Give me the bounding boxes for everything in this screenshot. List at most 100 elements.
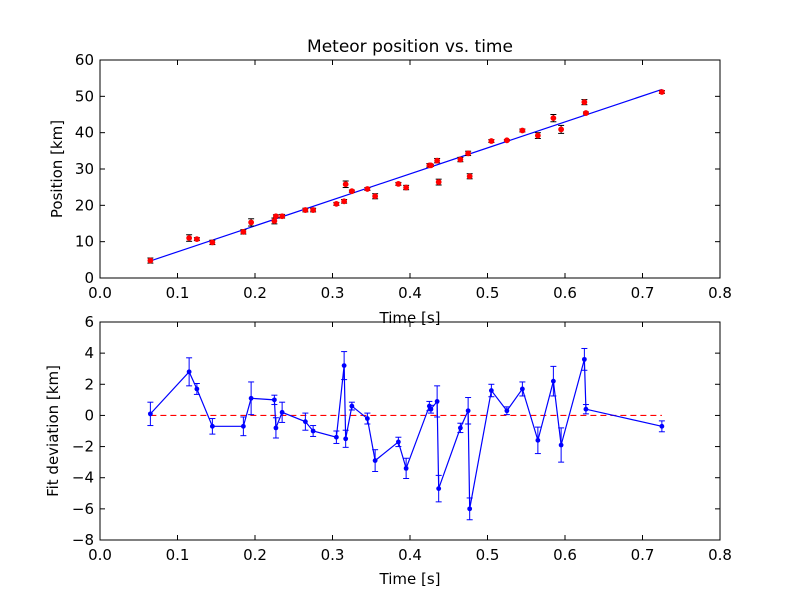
position-data-point bbox=[457, 156, 464, 163]
position-x-tick-label: 0.1 bbox=[166, 284, 190, 302]
position-data-point bbox=[428, 162, 434, 169]
deviation-x-tick-label: 0.4 bbox=[398, 546, 422, 564]
deviation-data-point bbox=[436, 486, 442, 492]
deviation-y-tick-label: −2 bbox=[72, 438, 94, 456]
deviation-x-tick-label: 0.7 bbox=[631, 546, 655, 564]
position-data-point bbox=[550, 115, 557, 122]
deviation-data-point bbox=[310, 428, 316, 434]
deviation-data-point bbox=[581, 356, 587, 362]
position-y-tick-label: 50 bbox=[75, 87, 94, 105]
position-data-point bbox=[503, 137, 510, 144]
position-data-point bbox=[302, 207, 309, 213]
deviation-data-point bbox=[457, 425, 463, 431]
position-y-axis-label: Position [km] bbox=[48, 120, 66, 218]
position-chart-title: Meteor position vs. time bbox=[307, 37, 513, 57]
position-y-tick-label: 10 bbox=[75, 233, 94, 251]
position-data-point bbox=[193, 236, 200, 243]
deviation-data-point bbox=[403, 465, 409, 471]
position-y-ticks: 0 10 20 30 40 50 60 bbox=[75, 51, 720, 287]
position-data-point bbox=[403, 184, 410, 191]
position-data-point bbox=[364, 186, 371, 192]
position-data-point bbox=[240, 228, 247, 235]
deviation-data-point bbox=[550, 378, 556, 384]
deviation-data-point bbox=[248, 395, 254, 401]
deviation-y-tick-label: 6 bbox=[84, 313, 94, 331]
position-fit-line bbox=[150, 88, 663, 262]
deviation-plot-area bbox=[147, 347, 665, 521]
position-data-point bbox=[186, 235, 193, 241]
deviation-y-tick-label: 2 bbox=[84, 375, 94, 393]
position-data-point bbox=[583, 110, 589, 116]
deviation-x-tick-label: 0.1 bbox=[166, 546, 190, 564]
deviation-chart: 0.0 0.1 0.2 0.3 0.4 0.5 0.6 0.7 0.8 −8 −6 −4 −2 0 2 4 6… bbox=[44, 313, 732, 588]
deviation-data-point bbox=[209, 423, 215, 429]
deviation-data-point bbox=[488, 388, 494, 393]
deviation-y-tick-label: −8 bbox=[72, 531, 94, 549]
position-x-tick-label: 0.8 bbox=[708, 284, 732, 302]
position-data-point bbox=[465, 150, 472, 157]
position-x-tick-label: 0.6 bbox=[553, 284, 577, 302]
position-x-tick-label: 0.7 bbox=[631, 284, 655, 302]
position-data-point bbox=[466, 173, 473, 180]
position-data-point bbox=[488, 138, 495, 144]
position-x-tick-label: 0.0 bbox=[88, 284, 112, 302]
deviation-y-tick-label: 4 bbox=[84, 344, 94, 362]
deviation-x-ticks: 0.0 0.1 0.2 0.3 0.4 0.5 0.6 0.7 0.8 bbox=[88, 322, 732, 564]
deviation-data-point bbox=[395, 439, 401, 445]
deviation-data-point bbox=[659, 423, 665, 429]
deviation-data-point bbox=[372, 458, 378, 463]
position-data-point bbox=[348, 188, 355, 195]
deviation-data-point bbox=[240, 423, 246, 429]
position-data-point bbox=[581, 99, 588, 106]
position-data-point bbox=[271, 218, 278, 224]
position-y-tick-label: 20 bbox=[75, 196, 94, 214]
deviation-y-axis-label: Fit deviation [km] bbox=[44, 365, 62, 497]
position-data-point bbox=[341, 198, 348, 205]
position-x-ticks: 0.0 0.1 0.2 0.3 0.4 0.5 0.6 0.7 0.8 bbox=[88, 60, 732, 302]
position-data-point bbox=[435, 179, 442, 185]
position-data-point bbox=[310, 207, 317, 213]
position-data-point bbox=[519, 127, 526, 134]
position-data-point bbox=[273, 213, 279, 220]
position-data-point bbox=[248, 219, 255, 226]
deviation-y-tick-label: 0 bbox=[84, 406, 94, 424]
deviation-data-point bbox=[271, 397, 277, 403]
deviation-data-point bbox=[302, 419, 308, 425]
deviation-data-point bbox=[333, 434, 339, 440]
position-data-point bbox=[434, 157, 441, 164]
deviation-data-point bbox=[504, 408, 510, 414]
deviation-y-ticks: −8 −6 −4 −2 0 2 4 6 bbox=[72, 313, 720, 549]
deviation-x-tick-label: 0.0 bbox=[88, 546, 112, 564]
deviation-data-point bbox=[465, 408, 471, 414]
position-data-point bbox=[147, 257, 154, 264]
position-data-point bbox=[279, 213, 286, 220]
deviation-y-tick-label: −4 bbox=[72, 469, 94, 487]
deviation-x-tick-label: 0.6 bbox=[553, 546, 577, 564]
deviation-x-axis-label: Time [s] bbox=[379, 570, 441, 588]
position-x-tick-label: 0.4 bbox=[398, 284, 422, 302]
position-data-point bbox=[395, 180, 402, 187]
deviation-data-point bbox=[558, 442, 564, 448]
deviation-data-point bbox=[194, 386, 200, 392]
position-data-point bbox=[558, 126, 565, 133]
deviation-data-point bbox=[147, 411, 153, 417]
position-x-tick-label: 0.5 bbox=[476, 284, 500, 302]
deviation-data-point bbox=[519, 386, 525, 392]
deviation-x-tick-label: 0.2 bbox=[243, 546, 267, 564]
position-plot-area bbox=[147, 88, 665, 264]
position-y-tick-label: 0 bbox=[84, 269, 94, 287]
deviation-x-tick-label: 0.5 bbox=[476, 546, 500, 564]
position-chart: Meteor position vs. time 0.0 0.1 0.2 0.3 0.4… bbox=[48, 37, 732, 327]
position-x-tick-label: 0.2 bbox=[243, 284, 267, 302]
deviation-data-point bbox=[349, 403, 355, 409]
position-y-tick-label: 60 bbox=[75, 51, 94, 69]
position-data-point bbox=[534, 132, 541, 139]
deviation-data-point bbox=[428, 406, 434, 412]
position-x-tick-label: 0.3 bbox=[321, 284, 345, 302]
position-data-point bbox=[333, 200, 340, 207]
position-y-tick-label: 40 bbox=[75, 124, 94, 142]
deviation-data-point bbox=[279, 409, 285, 415]
deviation-data-point bbox=[434, 399, 440, 404]
